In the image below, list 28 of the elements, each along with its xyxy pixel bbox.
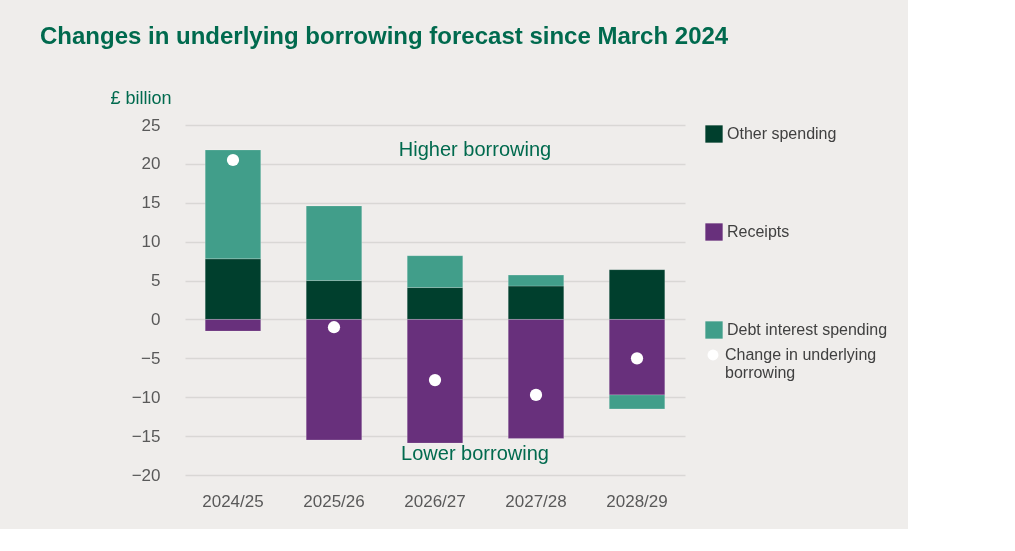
y-tick-label: 10 (141, 232, 161, 252)
annotation: Lower borrowing (401, 442, 549, 464)
x-tick-label: 2024/25 (202, 491, 264, 511)
y-tick-label: 20 (141, 154, 161, 174)
y-tick-label: 0 (151, 309, 161, 329)
y-tick-label: −5 (141, 348, 161, 368)
x-tick-label: 2026/27 (404, 491, 466, 511)
y-tick-label: −15 (131, 426, 161, 446)
y-tick-label: −20 (131, 465, 161, 485)
x-tick-label: 2027/28 (505, 491, 567, 511)
annotation: Higher borrowing (398, 137, 552, 160)
y-tick-label: 25 (141, 115, 161, 135)
y-tick-label: 5 (151, 271, 161, 291)
y-axis-title: £ billion (110, 87, 172, 108)
y-tick-label: 15 (141, 193, 161, 213)
y-tick-label: −10 (131, 387, 161, 407)
point (226, 153, 240, 167)
point (630, 352, 644, 365)
point (529, 388, 543, 401)
point (327, 321, 341, 334)
legend-label: Debt interest spending (727, 321, 888, 338)
x-tick-label: 2025/26 (303, 491, 365, 511)
legend-label: Other spending (727, 125, 837, 142)
point (428, 374, 442, 387)
x-tick-label: 2028/29 (606, 491, 668, 511)
legend-label: Receipts (727, 223, 790, 240)
chart-title: Changes in underlying borrowing forecast since March 2024 (40, 22, 729, 49)
legend-label: Change in underlying borrowing (725, 346, 877, 381)
